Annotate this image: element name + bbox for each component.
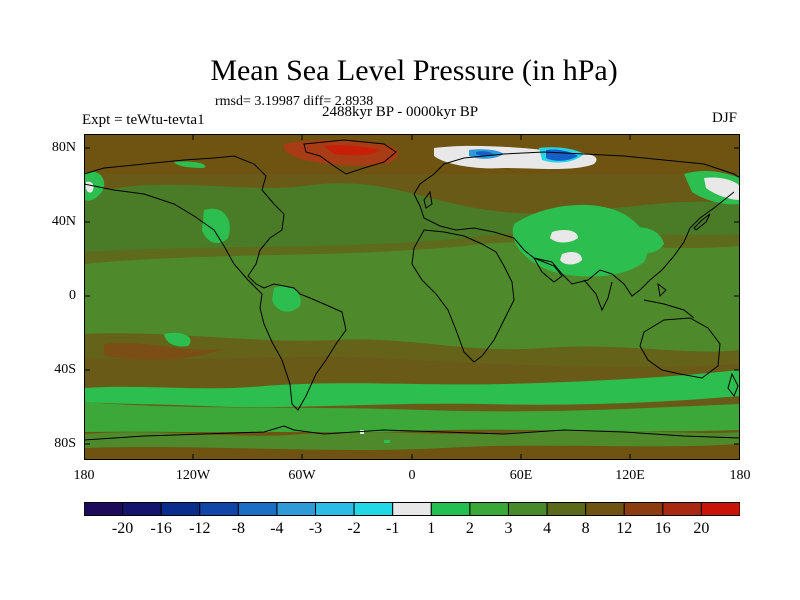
colorbar-level-label: 12 (616, 520, 633, 537)
colorbar-swatch (160, 502, 201, 516)
east-asia-green (624, 227, 664, 254)
lat-label-80s: 80S (54, 436, 76, 451)
colorbar-swatch (585, 502, 625, 516)
colorbar-level-label: -16 (150, 520, 172, 537)
philippines-coast (657, 282, 667, 298)
south-america-green (272, 286, 301, 312)
rmsd-diff-stats: rmsd= 3.19987 diff= 2.8938 (215, 94, 374, 109)
north-midlat-olive (84, 183, 740, 252)
colorbar-level-label: 1 (427, 520, 436, 537)
asia-white-1 (550, 230, 578, 243)
period-subtitle: 2488kyr BP - 0000kyr BP (322, 104, 479, 120)
colorbar-swatch (507, 502, 548, 516)
colorbar-swatch (276, 502, 317, 516)
indonesia-coast (643, 299, 695, 319)
asia-white-2 (560, 252, 582, 265)
colorbar-swatch (237, 502, 278, 516)
colorbar-level-label: 16 (654, 520, 671, 537)
siberia-blue-west (476, 151, 494, 157)
colorbar-swatch (199, 502, 239, 516)
colorbar-swatch (700, 502, 740, 516)
antarctic-speck-2 (384, 440, 390, 443)
southern-ocean-green (84, 370, 740, 408)
experiment-label: Expt = teWtu-tevta1 (82, 112, 205, 128)
lon-label-120e: 120E (615, 468, 645, 483)
colorbar-swatch (430, 502, 471, 516)
lon-label-120w: 120W (175, 468, 211, 483)
colorbar-swatch (546, 502, 587, 516)
americas-coast (84, 155, 347, 411)
hudson-green (174, 161, 206, 168)
colorbar-level-label: -12 (189, 520, 211, 537)
colorbar-level-label: 3 (504, 520, 513, 537)
eurasia-south-coast (413, 191, 735, 297)
colorbar-swatch (469, 502, 509, 516)
lon-label-180e: 180 (729, 468, 751, 483)
colorbar-level-label: -8 (231, 520, 246, 537)
africa-olive (446, 263, 503, 337)
australia-coast (639, 317, 721, 379)
antarctic-speck-1 (360, 430, 364, 434)
na-green-1 (202, 208, 230, 244)
lon-label-60w: 60W (288, 468, 316, 483)
colorbar-swatch (84, 502, 124, 516)
lat-label-40n: 40N (51, 214, 76, 229)
colorbar-level-label: 20 (693, 520, 710, 537)
colorbar-swatch (392, 502, 432, 516)
lon-label-180w: 180 (73, 468, 95, 483)
south-pacific-brown (104, 342, 224, 360)
colorbar-swatch (315, 502, 355, 516)
lat-ticks (84, 147, 740, 445)
lon-ticks (192, 134, 631, 460)
colorbar-swatch (623, 502, 664, 516)
greenland-coast (303, 139, 397, 175)
colorbar-swatch (662, 502, 702, 516)
pressure-map (84, 134, 740, 460)
season-label: DJF (712, 110, 738, 126)
coastlines (84, 139, 740, 441)
colorbar-level-label: 2 (465, 520, 474, 537)
sw-pacific-green (164, 332, 191, 347)
lat-label-0: 0 (69, 288, 76, 303)
lon-label-0: 0 (408, 468, 416, 483)
lat-label-80n: 80N (51, 140, 76, 155)
africa-coast (411, 229, 515, 363)
colorbar-level-label: 4 (543, 520, 552, 537)
colorbar-level-label: -1 (386, 520, 400, 537)
colorbar-swatch (122, 502, 162, 516)
colorbar-level-label: -20 (111, 520, 134, 537)
colorbar-swatch (353, 502, 394, 516)
antarctic-coast-olive (84, 430, 740, 450)
arabia-coast (532, 257, 563, 283)
uk-coast (423, 190, 433, 209)
colorbar-level-label: 8 (581, 520, 590, 537)
new-zealand-coast (727, 372, 739, 398)
south-midlat-brown (84, 333, 740, 384)
colorbar-level-label: -3 (308, 520, 323, 537)
lon-label-60e: 60E (509, 468, 533, 483)
antarctica-coast (84, 425, 740, 441)
eurasia-green (512, 204, 648, 277)
colorbar-level-label: -4 (270, 520, 284, 537)
map-title: Mean Sea Level Pressure (in hPa) (210, 54, 618, 87)
southern-ocean-medium (84, 402, 740, 434)
colorbar-level-label: -2 (347, 520, 361, 537)
eurasia-north-coast (413, 151, 740, 195)
lat-label-40s: 40S (54, 362, 76, 377)
colorbar (84, 502, 740, 516)
greenland-red-core (324, 145, 380, 156)
japan-coast (693, 213, 711, 231)
india-coast (583, 279, 613, 312)
